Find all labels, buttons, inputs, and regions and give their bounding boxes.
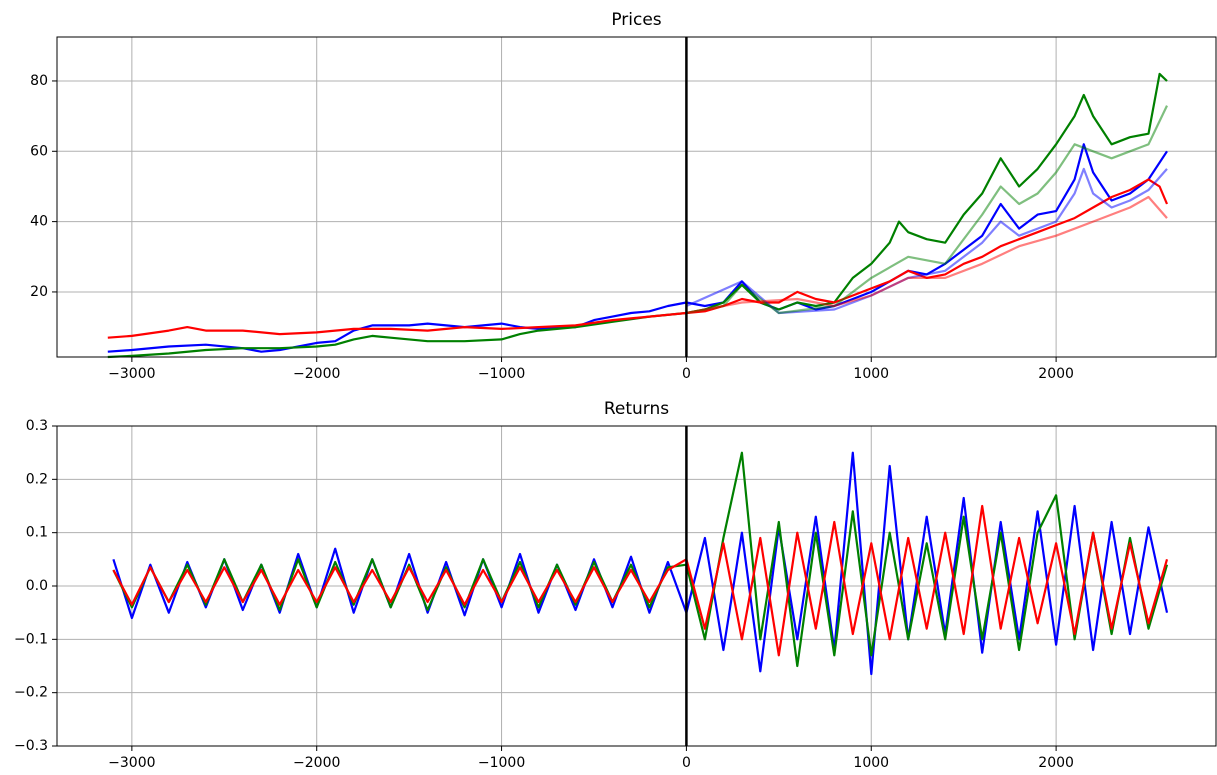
series-line	[112, 504, 1169, 657]
x-tick-label: −3000	[108, 755, 155, 771]
x-tick-label: 1000	[853, 755, 889, 771]
y-tick-label: −0.1	[14, 631, 48, 647]
axes-frame	[56, 36, 1217, 358]
x-tick-label: 2000	[1038, 755, 1074, 771]
x-tick-label: 2000	[1038, 366, 1074, 382]
y-tick-label: −0.3	[14, 738, 48, 754]
y-tick-label: 20	[30, 284, 48, 300]
chart-title: Returns	[604, 399, 669, 419]
series-line	[686, 195, 1168, 315]
series-line	[686, 105, 1168, 315]
x-tick-label: −2000	[293, 366, 340, 382]
series-line	[107, 178, 1169, 339]
series-line	[112, 451, 1169, 668]
series-line	[685, 167, 1168, 315]
series-line	[107, 143, 1168, 353]
x-tick-label: −2000	[293, 755, 340, 771]
axes-frame	[56, 425, 1217, 747]
y-tick-label: 0.3	[26, 418, 48, 434]
x-tick-label: −1000	[478, 366, 525, 382]
chart-title: Prices	[611, 10, 661, 30]
y-tick-label: 0.1	[26, 525, 48, 541]
x-tick-label: 0	[682, 366, 691, 382]
y-tick-label: 0.2	[26, 471, 48, 487]
x-tick-label: 0	[682, 755, 691, 771]
x-tick-label: 1000	[853, 366, 889, 382]
y-tick-label: 0.0	[26, 578, 48, 594]
x-tick-label: −1000	[478, 755, 525, 771]
y-tick-label: 40	[30, 214, 48, 230]
y-tick-label: 60	[30, 143, 48, 159]
y-tick-label: −0.2	[14, 685, 48, 701]
y-tick-label: 80	[30, 73, 48, 89]
x-tick-label: −3000	[108, 366, 155, 382]
series-line	[107, 72, 1168, 359]
series-line	[112, 451, 1169, 676]
